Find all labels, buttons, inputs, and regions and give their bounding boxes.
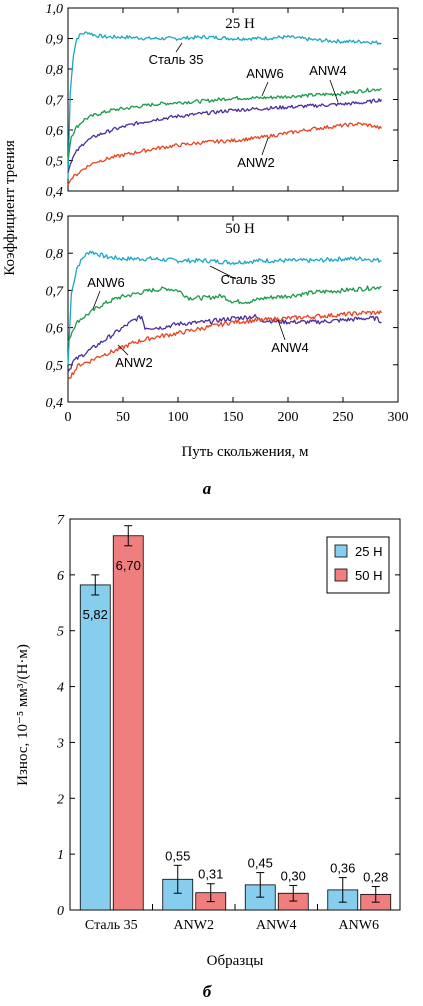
series-label-anw6: ANW6 [87, 275, 125, 290]
series-line-сталь-35 [67, 250, 382, 365]
xtick-label: 50 [116, 410, 130, 425]
legend-box [326, 536, 390, 594]
value-label-сталь-35-25-н: 5,82 [83, 607, 108, 622]
ytick-label: 0,8 [46, 63, 64, 78]
xtick-label: 150 [223, 410, 244, 425]
ytick-label: 1 [57, 848, 64, 863]
series-label-anw2: ANW2 [115, 355, 153, 370]
xtick-label: 300 [388, 410, 409, 425]
series-label-anw4: ANW4 [309, 63, 347, 78]
bar-сталь-35-25-н [79, 584, 111, 911]
xtick-label: 0 [65, 410, 72, 425]
ytick-label: 5 [57, 625, 64, 640]
category-label-anw6: ANW6 [339, 918, 379, 933]
ytick-label: 2 [57, 792, 64, 807]
series-line-anw6 [67, 87, 382, 161]
ytick-label: 0,9 [46, 33, 64, 48]
bar-сталь-35-50-н [112, 535, 144, 911]
value-label-anw2-50-н: 0,31 [198, 867, 223, 882]
ytick-label: 0,8 [46, 247, 64, 262]
ytick-label: 0,5 [46, 155, 64, 170]
value-label-anw4-50-н: 0,30 [281, 868, 306, 883]
plot-25n-title: 25 Н [225, 16, 255, 32]
ytick-label: 1,0 [46, 2, 64, 17]
annotation-leader [92, 290, 101, 310]
annotation-leader [277, 319, 286, 341]
ytick-label: 7 [57, 513, 65, 528]
ytick-label: 0,7 [46, 284, 65, 299]
xtick-label: 100 [168, 410, 189, 425]
ytick-label: 0,4 [46, 396, 64, 411]
value-label-anw6-25-н: 0,36 [330, 861, 355, 876]
ytick-label: 0,4 [46, 185, 64, 200]
panel-label-a: а [203, 479, 212, 498]
plot-25n: 25 Н 0,4 0,5 0,6 0,7 0,8 0,9 1,0 Сталь 35 ANW6 AN… [46, 2, 399, 200]
series-line-anw2 [67, 121, 383, 186]
ytick-label: 0 [57, 904, 64, 919]
wear-xlabel: Образцы [207, 953, 264, 969]
series-line-anw4 [67, 313, 382, 373]
value-label-anw2-25-н: 0,55 [165, 848, 190, 863]
category-label-anw2: ANW2 [174, 918, 214, 933]
ytick-label: 0,6 [46, 124, 64, 139]
panel-label-b: б [203, 982, 213, 1001]
series-line-anw6 [67, 285, 382, 343]
annotation-leader [261, 81, 269, 97]
annotation-leader [261, 137, 269, 156]
value-label-anw4-25-н: 0,45 [248, 856, 273, 871]
xtick-label: 200 [278, 410, 299, 425]
annotation-leader [175, 42, 183, 53]
series-line-anw2 [67, 310, 383, 381]
plot-50n: 50 Н 0,4 0,5 0,6 0,7 0,8 0,9 0 50 100 150 200 250 30… [46, 210, 409, 425]
value-label-сталь-35-50-н: 6,70 [116, 558, 141, 573]
legend-label-25n: 25 Н [355, 544, 382, 559]
series-label-сталь-35: Сталь 35 [221, 272, 276, 287]
wear-ylabel: Износ, 10⁻⁵ мм³/(Н·м) [15, 644, 31, 786]
ytick-label: 0,6 [46, 322, 64, 337]
annotation-leader [209, 265, 237, 280]
plot-50n-title: 50 Н [225, 221, 255, 237]
ytick-label: 4 [57, 681, 64, 696]
value-label-anw6-50-н: 0,28 [363, 870, 388, 885]
legend-swatch-50n [334, 568, 348, 582]
legend-swatch-25n [334, 544, 348, 558]
series-label-сталь-35: Сталь 35 [149, 52, 204, 67]
friction-ylabel: Коэффициент трения [2, 140, 18, 276]
ytick-label: 6 [57, 569, 64, 584]
ytick-label: 0,9 [46, 210, 64, 225]
annotation-leader [329, 79, 339, 103]
legend: 25 Н 50 Н [326, 536, 390, 594]
xtick-label: 250 [333, 410, 354, 425]
plot-50n-frame [67, 215, 399, 403]
series-label-anw4: ANW4 [271, 340, 309, 355]
series-label-anw2: ANW2 [237, 155, 275, 170]
legend-label-50n: 50 Н [355, 568, 382, 583]
wear-bar-chart: 0 1 2 3 4 5 6 7 Сталь 35 ANW2 ANW4 ANW6 5,82 6,70 0,55… [56, 513, 401, 933]
series-label-anw6: ANW6 [246, 66, 284, 81]
annotation-leader [117, 344, 129, 356]
category-label-anw4: ANW4 [256, 918, 296, 933]
ytick-label: 0,5 [46, 359, 64, 374]
ytick-label: 0,7 [46, 94, 65, 109]
series-line-сталь-35 [67, 31, 382, 179]
friction-xlabel: Путь скольжения, м [181, 444, 309, 460]
plot-25n-frame [67, 7, 399, 192]
category-label-сталь-35: Сталь 35 [85, 918, 138, 933]
ytick-label: 3 [56, 736, 64, 751]
series-line-anw4 [67, 98, 383, 173]
